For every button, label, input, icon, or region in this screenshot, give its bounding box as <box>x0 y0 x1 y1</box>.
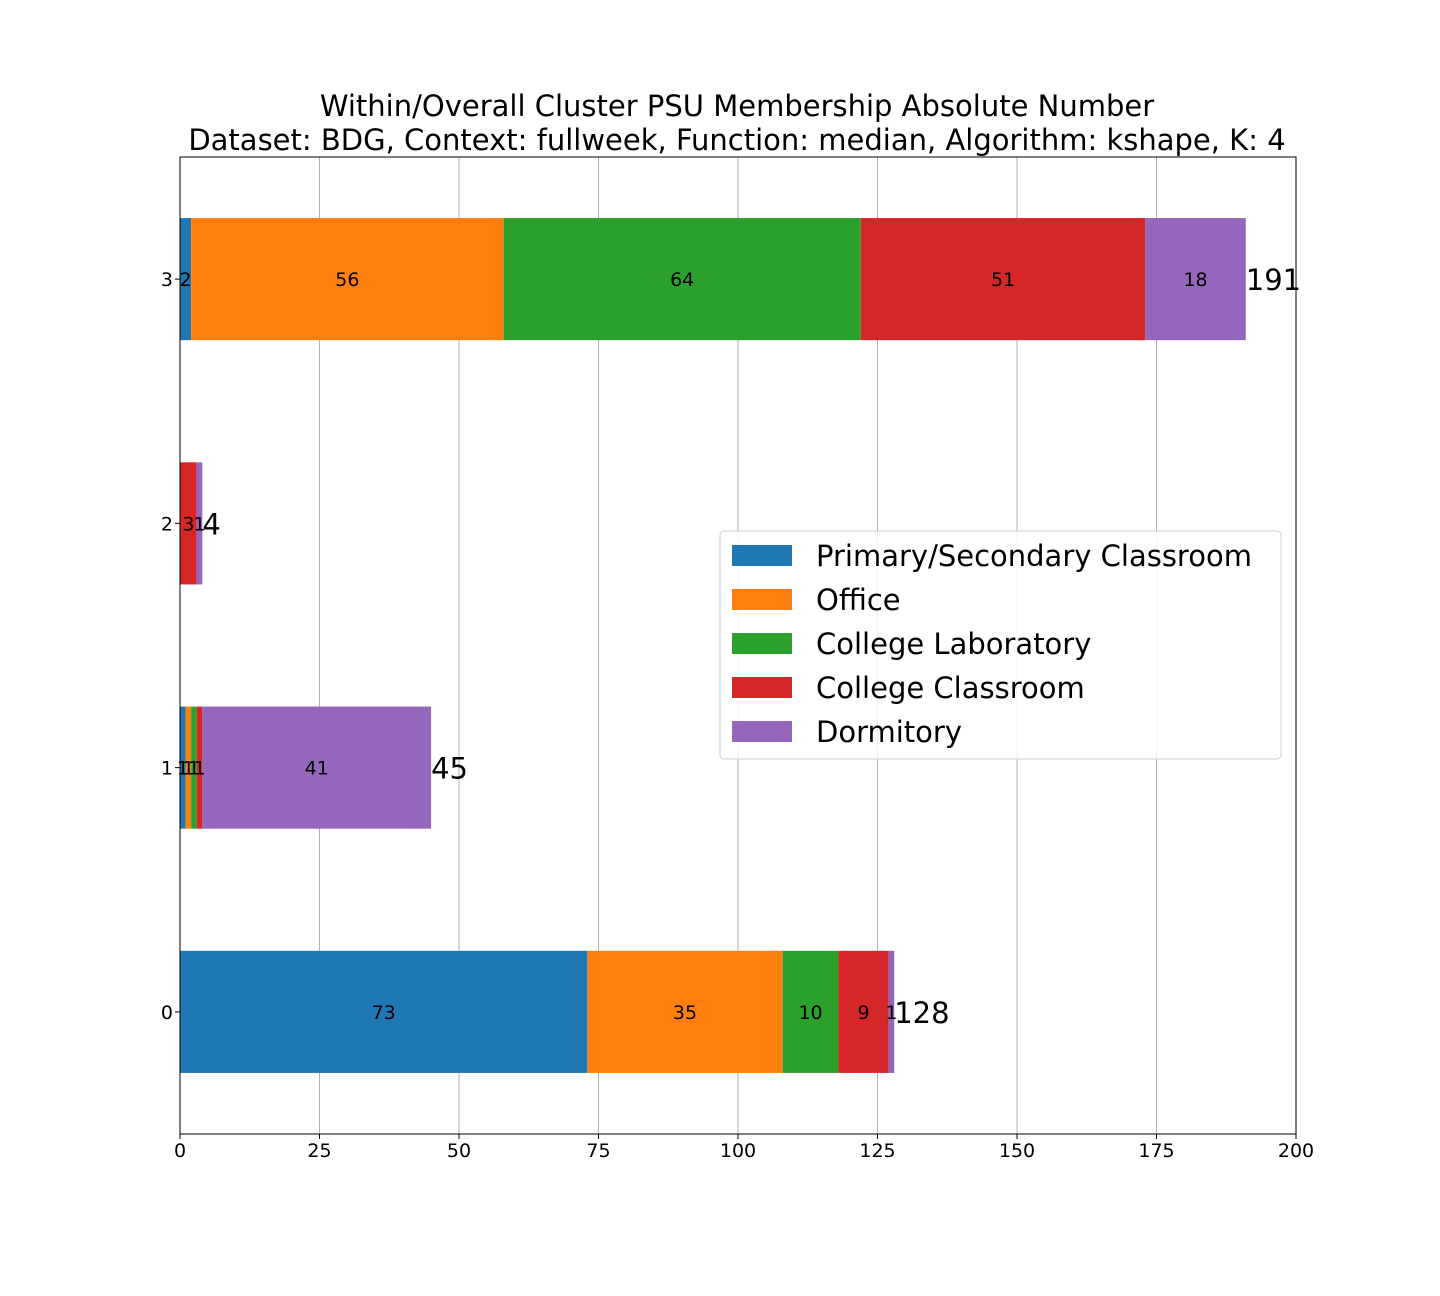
segment-value-label: 2 <box>180 269 192 291</box>
bar-total-label: 4 <box>202 507 220 541</box>
bar-segment <box>860 218 1146 341</box>
chart-title: Within/Overall Cluster PSU Membership Ab… <box>320 89 1154 123</box>
segment-value-label: 56 <box>335 269 359 291</box>
legend-entry-label: Dormitory <box>816 715 962 749</box>
legend-swatch <box>732 545 792 566</box>
chart-subtitle: Dataset: BDG, Context: fullweek, Functio… <box>188 123 1285 157</box>
x-tick-label: 175 <box>1138 1140 1174 1162</box>
x-tick-label: 25 <box>307 1140 331 1162</box>
segment-value-label: 64 <box>670 269 694 291</box>
segment-value-label: 51 <box>991 269 1015 291</box>
bar-segment <box>191 706 197 829</box>
y-tick-label: 3 <box>161 269 173 291</box>
legend-entry-label: College Classroom <box>816 671 1085 705</box>
legend-entry-label: Office <box>816 583 901 617</box>
segment-value-label: 1 <box>193 758 205 780</box>
bar-segment <box>587 950 783 1073</box>
y-tick-label: 0 <box>161 1002 173 1024</box>
legend-swatch <box>732 721 792 742</box>
y-tick-label: 2 <box>161 513 173 535</box>
segment-value-label: 3 <box>182 513 194 535</box>
x-tick-label: 0 <box>174 1140 186 1162</box>
bar-segment <box>1145 218 1246 341</box>
bar-segment <box>888 950 895 1073</box>
segment-value-label: 35 <box>673 1002 697 1024</box>
bar-segment <box>782 950 839 1073</box>
x-tick-label: 200 <box>1278 1140 1314 1162</box>
legend-box <box>719 530 1282 760</box>
x-tick-label: 50 <box>447 1140 471 1162</box>
segment-value-label: 1 <box>182 758 194 780</box>
legend: Primary/Secondary Classroom Office College… <box>719 530 1282 760</box>
legend-entry-label: Primary/Secondary Classroom <box>816 539 1252 573</box>
segment-value-label: 1 <box>885 1002 897 1024</box>
segment-value-label: 1 <box>177 758 189 780</box>
legend-swatch <box>732 677 792 698</box>
x-tick-label: 100 <box>720 1140 756 1162</box>
legend-swatch <box>732 633 792 654</box>
x-tick-label: 125 <box>859 1140 895 1162</box>
x-tick-label: 75 <box>586 1140 610 1162</box>
bar-segment <box>202 706 432 829</box>
plot-frame <box>179 156 1297 1135</box>
bar-segment <box>185 706 192 829</box>
bar-segment <box>180 218 192 341</box>
legend-entry-label: College Laboratory <box>816 627 1091 661</box>
y-tick-label: 1 <box>161 758 173 780</box>
bar-segment <box>180 462 197 585</box>
segment-value-label: 41 <box>305 758 329 780</box>
bar-segment <box>196 462 203 585</box>
bar-total-label: 128 <box>894 996 949 1030</box>
segment-value-label: 1 <box>193 513 205 535</box>
bar-total-label: 45 <box>431 752 468 786</box>
bar-segment <box>191 218 504 341</box>
bar-segment <box>838 950 889 1073</box>
segment-value-label: 73 <box>372 1002 396 1024</box>
segment-value-label: 10 <box>798 1002 822 1024</box>
segment-value-label: 18 <box>1183 269 1207 291</box>
x-tick-label: 150 <box>999 1140 1035 1162</box>
bar-segment <box>180 706 186 829</box>
legend-swatch <box>732 589 792 610</box>
segment-value-label: 1 <box>188 758 200 780</box>
bar-segment <box>503 218 861 341</box>
bar-total-label: 191 <box>1246 263 1301 297</box>
segment-value-label: 9 <box>858 1002 870 1024</box>
bar-segment <box>196 706 203 829</box>
bar-segment <box>180 950 588 1073</box>
bars <box>180 218 1246 1073</box>
